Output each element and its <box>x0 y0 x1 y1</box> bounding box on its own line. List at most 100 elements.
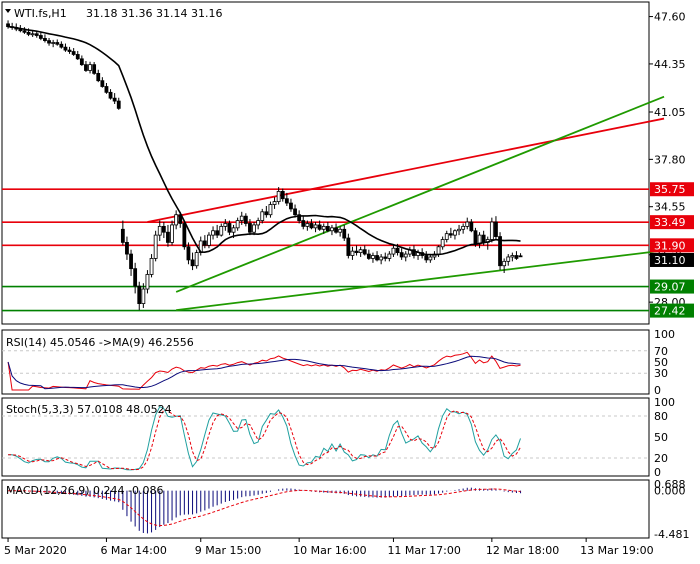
candle-bull <box>272 201 277 205</box>
candle-bull <box>379 256 384 261</box>
candle-bear <box>469 221 474 232</box>
candle-bull <box>276 191 281 203</box>
candle-bull <box>211 230 215 236</box>
header: WTI.fs,H1 31.18 31.36 31.14 31.16 <box>5 7 222 20</box>
stochastic-tick-label: 20 <box>654 452 668 465</box>
candle-bear <box>84 64 88 71</box>
time-tick-label: 9 Mar 15:00 <box>195 544 261 557</box>
candle-bear <box>75 54 80 60</box>
candle-bull <box>305 223 310 227</box>
candle-bull <box>239 215 244 221</box>
time-tick-label: 11 Mar 17:00 <box>387 544 460 557</box>
trendline-red-0 <box>147 117 665 223</box>
candle-bear <box>92 64 97 74</box>
candle-bull <box>256 220 261 226</box>
candle-bear <box>362 249 367 255</box>
candle-bear <box>518 255 523 258</box>
stochastic-tick-label: 50 <box>654 431 668 444</box>
symbol-label: WTI.fs,H1 <box>14 7 67 20</box>
level-label: 31.90 <box>654 239 686 252</box>
candle-bear <box>383 256 388 259</box>
rsi-panel[interactable]: RSI(14) 45.0546 ->MA(9) 46.2556 100 70503… <box>1 328 675 397</box>
candle-bear <box>186 246 191 261</box>
candle-bull <box>453 230 457 236</box>
candle-bull <box>170 224 174 243</box>
rsi-panel-frame <box>1 329 650 395</box>
macd-label: MACD(12,26,9) 0.244 -0.086 <box>6 484 164 497</box>
candle-bull <box>350 250 355 256</box>
rsi-tick-label: 70 <box>654 345 668 358</box>
candle-bear <box>202 240 207 246</box>
candle-bull <box>235 220 240 229</box>
candle-bear <box>26 31 31 35</box>
stochastic-main-line <box>8 406 521 471</box>
candle-bear <box>243 215 248 224</box>
price-panel[interactable]: 47.6044.3541.0537.8034.5531.2528.0035.75… <box>1 1 694 325</box>
macd-signal-line <box>8 488 521 527</box>
candle-bear <box>133 268 138 287</box>
price-tick-label: 41.05 <box>654 106 686 119</box>
candle-bear <box>6 23 10 28</box>
candle-bear <box>116 100 121 109</box>
collapse-triangle-icon[interactable] <box>5 9 11 13</box>
candle-bull <box>338 228 343 233</box>
candle-bear <box>43 38 47 42</box>
candle-bull <box>440 239 445 248</box>
macd-panel-frame <box>1 479 650 539</box>
price-tick-label: 37.80 <box>654 153 686 166</box>
candle-bear <box>125 242 129 255</box>
time-axis: 5 Mar 2020 6 Mar 14:00 9 Mar 15:00 10 Mar 1… <box>4 538 654 557</box>
candle-bear <box>399 252 404 258</box>
candle-bear <box>297 214 302 221</box>
candle-bull <box>219 225 224 236</box>
candle-bear <box>63 46 68 51</box>
candle-bear <box>346 237 351 256</box>
candle-bear <box>448 233 453 236</box>
candle-bull <box>465 221 470 227</box>
candle-bear <box>59 43 64 48</box>
time-tick-label: 12 Mar 18:00 <box>486 544 559 557</box>
macd-tick-label: -4.481 <box>654 528 689 541</box>
candle-bear <box>498 236 502 267</box>
rsi-tick-label: 50 <box>654 356 668 369</box>
candle-bear <box>108 91 113 99</box>
candle-bear <box>248 223 252 233</box>
candle-bear <box>100 80 105 87</box>
time-tick-label: 5 Mar 2020 <box>4 544 67 557</box>
rsi-label: RSI(14) 45.0546 ->MA(9) 46.2556 <box>6 336 194 349</box>
candle-bull <box>502 260 507 267</box>
candle-bull <box>403 253 408 258</box>
candle-bull <box>223 223 228 227</box>
candle-bull <box>313 224 318 229</box>
time-tick-label: 6 Mar 14:00 <box>100 544 166 557</box>
macd-tick-label: 0.000 <box>654 485 686 498</box>
candle-bear <box>395 247 400 254</box>
candle-bull <box>268 204 273 216</box>
candle-bear <box>120 228 125 243</box>
candle-bull <box>174 214 179 226</box>
price-tick-label: 34.55 <box>654 201 686 214</box>
level-label: 27.42 <box>654 305 686 318</box>
candle-bear <box>494 221 498 237</box>
candle-bear <box>215 230 220 236</box>
rsi-line <box>7 351 521 391</box>
ohlc-label: 31.18 31.36 31.14 31.16 <box>86 7 222 20</box>
candle-bear <box>22 30 27 33</box>
candle-bear <box>317 224 322 230</box>
level-label-bg <box>650 182 694 197</box>
candle-bull <box>153 234 158 259</box>
candle-bear <box>366 253 371 259</box>
candle-bear <box>342 228 347 239</box>
candle-bear <box>34 33 39 36</box>
level-label-bg <box>650 215 694 230</box>
candle-bear <box>104 86 109 93</box>
candle-bull <box>141 288 146 305</box>
candle-bear <box>161 225 166 233</box>
candle-bull <box>489 221 494 240</box>
candle-bull <box>506 256 511 262</box>
